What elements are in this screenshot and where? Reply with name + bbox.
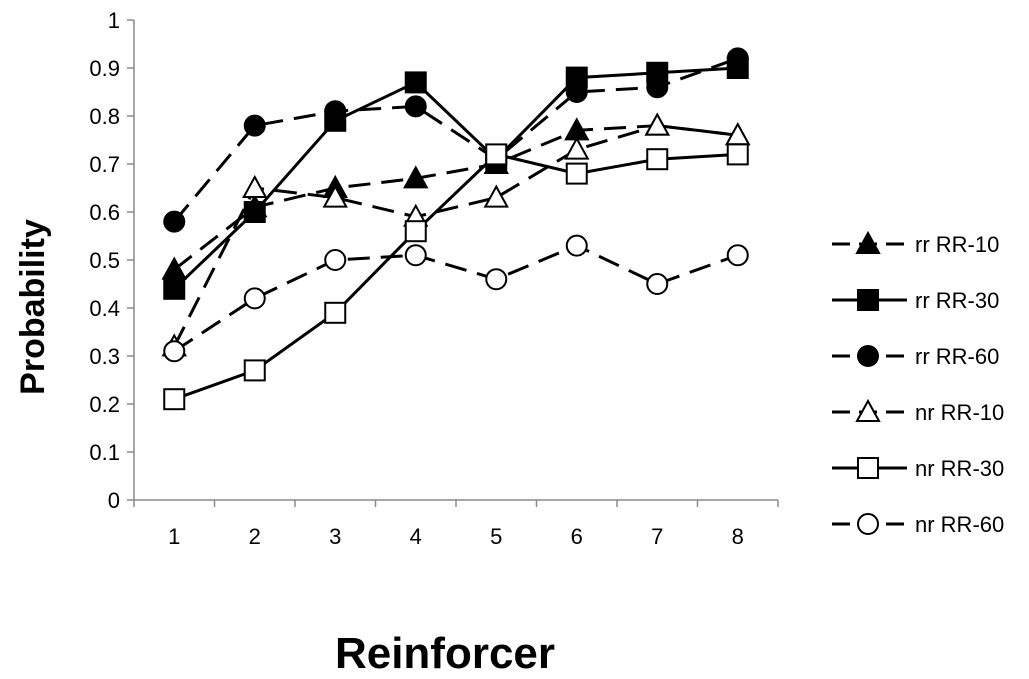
legend-swatch-marker <box>855 398 881 422</box>
data-point <box>163 277 186 300</box>
data-point <box>644 112 670 136</box>
data-point <box>324 249 347 271</box>
series-line <box>173 66 738 290</box>
y-tick-label: 0.9 <box>89 56 120 81</box>
legend-label: rr RR-60 <box>915 344 999 369</box>
data-point <box>646 148 669 171</box>
data-point <box>404 95 427 118</box>
x-axis: 1 2 3 4 5 6 7 8 <box>133 499 779 549</box>
y-tick-label: 0.5 <box>89 248 120 273</box>
legend-swatch-marker <box>857 457 879 479</box>
y-tick-label: 0.6 <box>89 200 120 225</box>
y-tick-label: 1 <box>108 8 120 33</box>
series-layer <box>161 47 751 411</box>
legend-item: rr RR-30 <box>832 288 999 313</box>
legend-label: rr RR-10 <box>915 232 999 257</box>
data-point <box>243 114 266 137</box>
y-tick-label: 0.2 <box>89 392 120 417</box>
series-nr-rr-30 <box>163 143 749 411</box>
data-point <box>483 184 509 208</box>
series-line <box>173 152 738 401</box>
y-tick-label: 0 <box>108 488 120 513</box>
y-tick-label: 0.7 <box>89 152 120 177</box>
data-point <box>485 143 508 166</box>
x-tick-label: 7 <box>651 524 663 549</box>
y-axis: 0 0.1 0.2 0.3 0.4 0.5 0.6 0.7 0.8 0.9 1 <box>89 8 135 513</box>
data-point <box>565 81 588 103</box>
legend-label: nr RR-30 <box>915 456 1004 481</box>
data-point <box>565 162 588 185</box>
x-tick-label: 4 <box>410 524 422 549</box>
legend-item: rr RR-60 <box>832 344 999 369</box>
y-tick-label: 0.8 <box>89 104 120 129</box>
legend-item: nr RR-30 <box>832 456 1004 481</box>
data-point <box>324 301 347 324</box>
series-nr-rr-60 <box>163 234 749 363</box>
x-tick-label: 3 <box>329 524 341 549</box>
data-point <box>565 234 588 257</box>
data-point <box>324 100 347 123</box>
data-point <box>161 256 187 280</box>
legend-swatch-marker <box>857 289 879 311</box>
y-tick-label: 0.4 <box>89 296 120 321</box>
data-point <box>163 340 186 363</box>
data-point <box>564 136 590 160</box>
data-point <box>163 388 186 411</box>
series-line <box>172 124 738 348</box>
y-axis-title: Probability <box>14 219 52 395</box>
y-tick-label: 0.1 <box>89 440 120 465</box>
data-point <box>242 174 268 198</box>
x-tick-label: 2 <box>249 524 261 549</box>
data-point <box>163 210 186 233</box>
legend: rr RR-10 rr RR-30 rr RR-60 nr RR-10 nr RR-30… <box>832 230 1004 537</box>
legend-item: nr RR-60 <box>832 512 1004 537</box>
legend-swatch-marker <box>855 230 881 254</box>
legend-item: rr RR-10 <box>832 230 999 257</box>
legend-swatch-marker <box>857 513 879 535</box>
data-point <box>404 244 427 267</box>
x-tick-label: 5 <box>490 524 502 549</box>
data-point <box>404 71 427 94</box>
x-tick-label: 1 <box>168 524 180 549</box>
data-point <box>243 359 266 382</box>
series-line <box>173 243 739 353</box>
data-point <box>646 273 669 295</box>
data-point <box>726 47 749 70</box>
data-point <box>726 244 749 267</box>
data-point <box>485 268 508 291</box>
x-tick-label: 6 <box>571 524 583 549</box>
x-tick-label: 8 <box>732 524 744 549</box>
data-point <box>404 220 427 243</box>
series-line <box>173 56 739 223</box>
legend-label: nr RR-10 <box>915 400 1004 425</box>
data-point <box>726 143 749 166</box>
data-point <box>322 184 348 208</box>
data-point <box>243 287 266 310</box>
legend-label: rr RR-30 <box>915 288 999 313</box>
legend-swatch-marker <box>857 345 879 367</box>
legend-label: nr RR-60 <box>915 512 1004 537</box>
data-point <box>243 201 266 223</box>
data-point <box>646 76 669 99</box>
y-tick-label: 0.3 <box>89 344 120 369</box>
legend-item: nr RR-10 <box>832 398 1004 425</box>
data-point <box>403 165 429 189</box>
series-line <box>173 124 738 271</box>
x-axis-title: Reinforcer <box>335 629 555 678</box>
